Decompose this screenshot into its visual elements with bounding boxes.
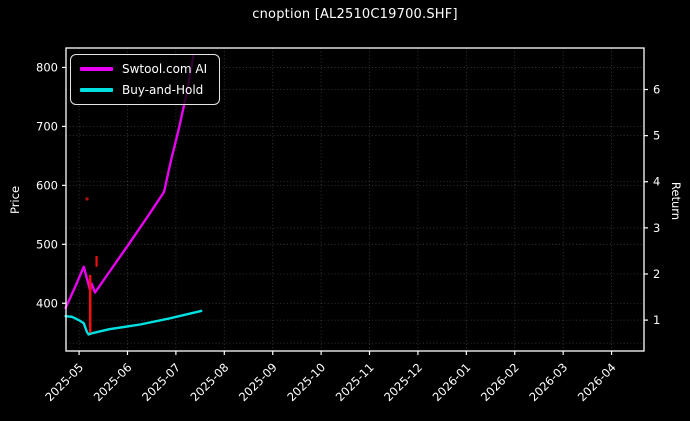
price-axis-label: Price	[8, 185, 22, 215]
price-tick-label: 800	[36, 60, 58, 74]
return-axis-label: Return	[669, 181, 683, 221]
return-tick-label: 3	[653, 221, 660, 235]
legend-entry-buyhold: Buy-and-Hold	[80, 83, 207, 97]
price-tick-label: 500	[36, 237, 58, 251]
red-event-dot	[85, 197, 89, 201]
legend-label-swtool: Swtool.com AI	[122, 62, 208, 76]
x-tick-label: 2025-07	[139, 360, 183, 404]
legend: Swtool.com AI Buy-and-Hold	[70, 54, 221, 105]
x-tick-label: 2026-02	[478, 360, 522, 404]
return-tick-label: 2	[653, 267, 660, 281]
x-tick-label: 2025-08	[188, 360, 232, 404]
x-tick-label: 2026-01	[430, 360, 474, 404]
x-tick-label: 2025-05	[42, 360, 86, 404]
legend-label-buyhold: Buy-and-Hold	[122, 83, 204, 97]
price-tick-label: 700	[36, 119, 58, 133]
series-line-swtool-ai	[64, 54, 195, 310]
return-tick-label: 4	[653, 175, 660, 189]
plot-spines	[65, 47, 645, 352]
x-tick-label: 2025-12	[381, 360, 425, 404]
price-tick-label: 400	[36, 296, 58, 310]
x-tick-label: 2025-09	[236, 360, 280, 404]
x-tick-label: 2025-06	[91, 360, 135, 404]
return-tick-label: 6	[653, 83, 660, 97]
series-line-buy-and-hold	[64, 309, 203, 336]
return-tick-label: 5	[653, 129, 660, 143]
x-tick-label: 2025-11	[333, 360, 377, 404]
x-tick-label: 2026-04	[575, 360, 619, 404]
price-tick-label: 600	[36, 178, 58, 192]
x-tick-label: 2026-03	[526, 360, 570, 404]
legend-swatch-buyhold	[80, 88, 113, 92]
legend-swatch-swtool	[80, 67, 113, 71]
return-tick-label: 1	[653, 313, 660, 327]
legend-entry-swtool: Swtool.com AI	[80, 62, 207, 76]
x-tick-label: 2025-10	[284, 360, 328, 404]
chart-title: cnoption [AL2510C19700.SHF]	[252, 7, 458, 22]
